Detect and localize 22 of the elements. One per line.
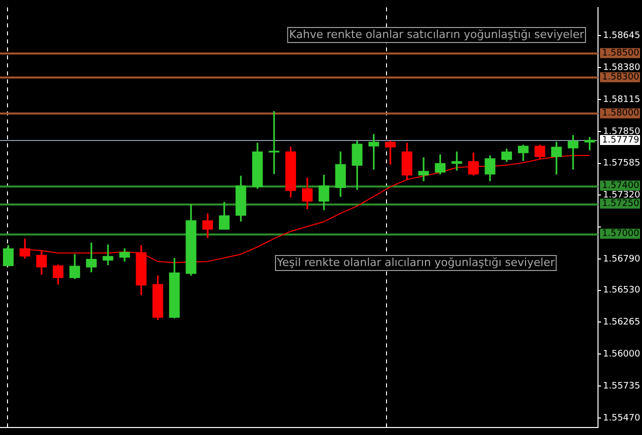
y-tick-label: 1.56000 [603,350,640,360]
y-tick-label: 1.57585 [603,158,640,169]
y-tick-label: 1.56530 [603,286,640,296]
y-tick-label: 1.58115 [603,94,640,105]
ref-line-label: 1.57250 [602,199,640,209]
y-tick-label: 1.58645 [603,31,640,42]
candlestick [102,244,114,266]
y-tick-label: 1.57320 [603,190,640,201]
y-tick-label: 1.55735 [603,381,640,392]
ref-line-label: 1.58000 [602,108,640,119]
y-tick-label: 1.56790 [603,254,640,264]
annotation: Kahve renkte olanlar satıcıların yoğunlaştığı seviyeler [289,28,584,41]
ref-line-label: 1.57779 [602,135,640,146]
y-tick-label: 1.57850 [603,126,640,137]
y-tick-label: 1.56265 [603,318,640,328]
ref-line-label: 1.57400 [602,180,640,191]
y-tick-label: 1.58380 [603,62,640,73]
ref-line-label: 1.57000 [602,229,640,240]
ref-line-label: 1.58500 [602,48,640,58]
annotation: Yeşil renkte olanlar alıcıların yoğunlaştığı seviyeler [276,256,556,269]
ref-line-label: 1.58300 [602,72,640,83]
y-tick-label: 1.55470 [603,413,640,424]
